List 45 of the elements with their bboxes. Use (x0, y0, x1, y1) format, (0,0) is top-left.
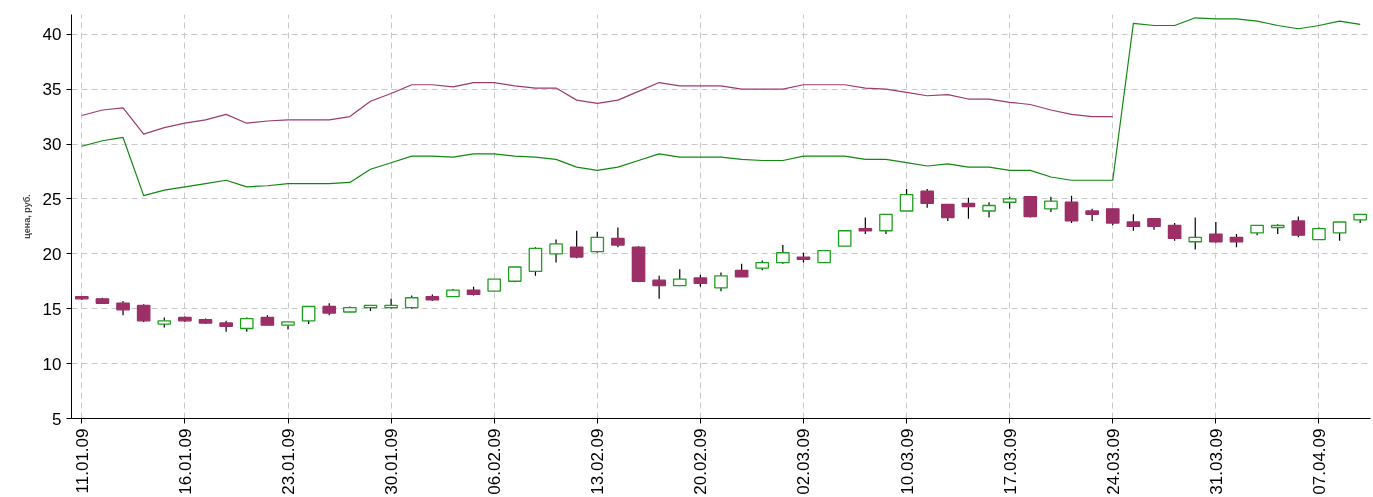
y-tick-label: 10 (42, 354, 62, 374)
candlestick (899, 188, 914, 212)
candlestick (384, 298, 398, 310)
y-tick-label: 5 (52, 409, 62, 429)
x-tick-label: 16.01.09 (175, 428, 195, 495)
x-tick-label: 17.03.09 (1000, 428, 1020, 495)
candlestick (920, 188, 935, 209)
x-tick-label: 20.02.09 (691, 428, 711, 495)
y-tick-label: 35 (42, 80, 62, 100)
x-tick-label: 13.02.09 (588, 428, 608, 495)
candlestick (879, 213, 893, 235)
candlestick (590, 231, 605, 254)
candlestick (569, 230, 584, 259)
candlestick (1085, 208, 1099, 222)
candlestick (776, 244, 790, 265)
candlestick (1064, 195, 1079, 224)
x-tick-label: 02.03.09 (794, 428, 814, 495)
candlestick (982, 201, 996, 219)
candlestick (219, 320, 233, 333)
x-tick-label: 11.01.09 (72, 428, 92, 494)
candlestick (714, 271, 728, 292)
y-tick-label: 20 (42, 244, 62, 264)
y-tick-label: 15 (42, 299, 62, 319)
x-tick-label: 31.03.09 (1206, 428, 1226, 495)
candlestick (1023, 196, 1038, 219)
candlestick (528, 246, 543, 277)
y-tick-label: 30 (42, 135, 62, 155)
line-series (81, 17, 1361, 197)
y-axis-title: цена, руб. (21, 194, 32, 239)
x-tick-label: 23.01.09 (279, 428, 298, 495)
y-tick-label: 40 (42, 25, 62, 45)
candlestick (1188, 217, 1203, 251)
x-tick-label: 07.04.09 (1309, 428, 1329, 495)
candlestick (1291, 215, 1306, 238)
x-tick-label: 10.03.09 (897, 428, 917, 495)
candlestick (1209, 221, 1223, 244)
candlestick (611, 226, 625, 248)
y-tick-label: 25 (42, 189, 62, 209)
x-tick-label: 30.01.09 (382, 428, 402, 495)
line-series (81, 81, 1114, 135)
x-tick-label: 24.03.09 (1103, 428, 1123, 495)
candlestick (652, 275, 666, 300)
x-tick-label: 06.02.09 (485, 428, 505, 495)
candlestick (1332, 221, 1347, 242)
candlestick (549, 238, 563, 264)
